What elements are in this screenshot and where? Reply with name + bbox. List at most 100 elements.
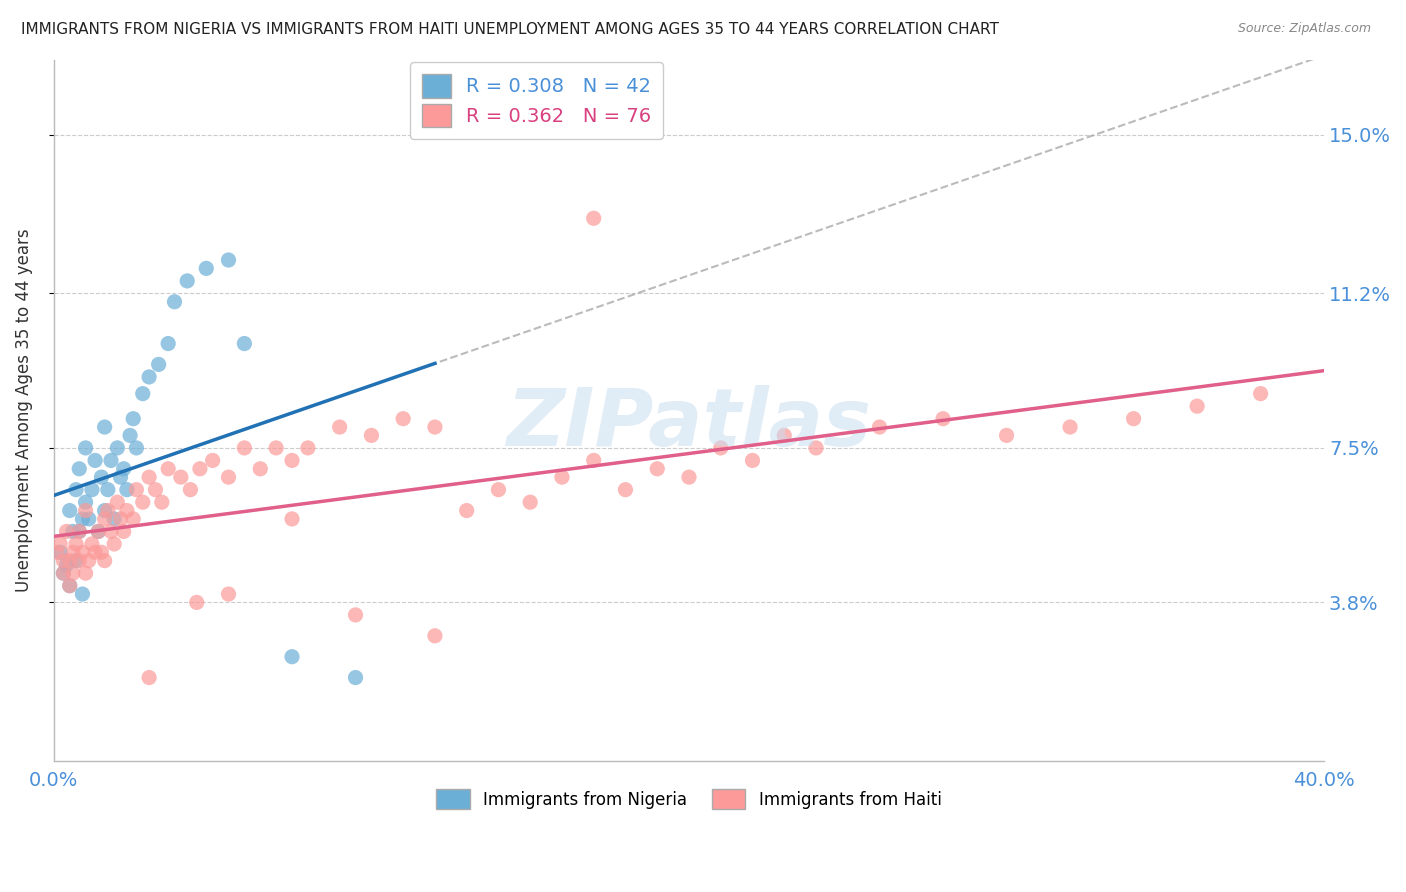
- Point: [186, 595, 208, 609]
- Point: [65, 537, 87, 551]
- Point: [110, 470, 132, 484]
- Point: [67, 524, 90, 539]
- Point: [218, 470, 240, 484]
- Point: [75, 503, 97, 517]
- Point: [456, 503, 478, 517]
- Point: [329, 420, 352, 434]
- Point: [157, 462, 180, 476]
- Point: [67, 524, 90, 539]
- Point: [645, 462, 668, 476]
- Point: [741, 453, 763, 467]
- Point: [46, 545, 69, 559]
- Point: [93, 503, 115, 517]
- Point: [105, 441, 128, 455]
- Point: [148, 358, 170, 372]
- Point: [122, 512, 145, 526]
- Point: [264, 441, 287, 455]
- Point: [163, 294, 186, 309]
- Point: [72, 545, 94, 559]
- Point: [179, 483, 201, 497]
- Point: [1122, 411, 1144, 425]
- Point: [281, 453, 304, 467]
- Point: [115, 503, 138, 517]
- Point: [75, 566, 97, 581]
- Point: [97, 503, 120, 517]
- Point: [93, 554, 115, 568]
- Point: [170, 470, 193, 484]
- Point: [1250, 386, 1272, 401]
- Point: [519, 495, 541, 509]
- Point: [932, 411, 955, 425]
- Point: [52, 566, 75, 581]
- Point: [72, 512, 94, 526]
- Point: [582, 211, 605, 226]
- Point: [804, 441, 827, 455]
- Point: [65, 554, 87, 568]
- Point: [188, 462, 211, 476]
- Point: [281, 512, 304, 526]
- Point: [49, 537, 72, 551]
- Point: [176, 274, 198, 288]
- Point: [773, 428, 796, 442]
- Point: [62, 545, 84, 559]
- Point: [59, 554, 82, 568]
- Point: [115, 483, 138, 497]
- Point: [157, 336, 180, 351]
- Point: [80, 537, 103, 551]
- Point: [52, 566, 75, 581]
- Point: [93, 512, 115, 526]
- Point: [423, 629, 446, 643]
- Point: [112, 462, 135, 476]
- Point: [59, 579, 82, 593]
- Point: [105, 495, 128, 509]
- Point: [488, 483, 510, 497]
- Point: [995, 428, 1018, 442]
- Point: [195, 261, 218, 276]
- Point: [1185, 399, 1208, 413]
- Point: [678, 470, 700, 484]
- Point: [90, 470, 112, 484]
- Point: [125, 483, 148, 497]
- Point: [138, 470, 160, 484]
- Point: [59, 579, 82, 593]
- Point: [201, 453, 224, 467]
- Point: [138, 671, 160, 685]
- Point: [103, 537, 125, 551]
- Point: [100, 453, 122, 467]
- Point: [87, 524, 110, 539]
- Point: [75, 495, 97, 509]
- Point: [138, 370, 160, 384]
- Point: [55, 524, 77, 539]
- Point: [103, 512, 125, 526]
- Point: [93, 420, 115, 434]
- Point: [90, 545, 112, 559]
- Point: [218, 253, 240, 268]
- Point: [52, 554, 75, 568]
- Point: [67, 462, 90, 476]
- Point: [65, 483, 87, 497]
- Text: IMMIGRANTS FROM NIGERIA VS IMMIGRANTS FROM HAITI UNEMPLOYMENT AMONG AGES 35 TO 4: IMMIGRANTS FROM NIGERIA VS IMMIGRANTS FR…: [21, 22, 1000, 37]
- Point: [344, 607, 367, 622]
- Point: [84, 453, 107, 467]
- Point: [218, 587, 240, 601]
- Point: [125, 441, 148, 455]
- Point: [150, 495, 173, 509]
- Point: [97, 483, 120, 497]
- Point: [80, 483, 103, 497]
- Text: Source: ZipAtlas.com: Source: ZipAtlas.com: [1237, 22, 1371, 36]
- Point: [132, 386, 155, 401]
- Point: [233, 336, 256, 351]
- Point: [132, 495, 155, 509]
- Legend: Immigrants from Nigeria, Immigrants from Haiti: Immigrants from Nigeria, Immigrants from…: [430, 782, 948, 816]
- Point: [710, 441, 733, 455]
- Point: [423, 420, 446, 434]
- Point: [59, 503, 82, 517]
- Point: [49, 545, 72, 559]
- Point: [55, 558, 77, 572]
- Point: [67, 554, 90, 568]
- Point: [869, 420, 891, 434]
- Point: [87, 524, 110, 539]
- Text: ZIPatlas: ZIPatlas: [506, 385, 872, 463]
- Point: [233, 441, 256, 455]
- Point: [122, 411, 145, 425]
